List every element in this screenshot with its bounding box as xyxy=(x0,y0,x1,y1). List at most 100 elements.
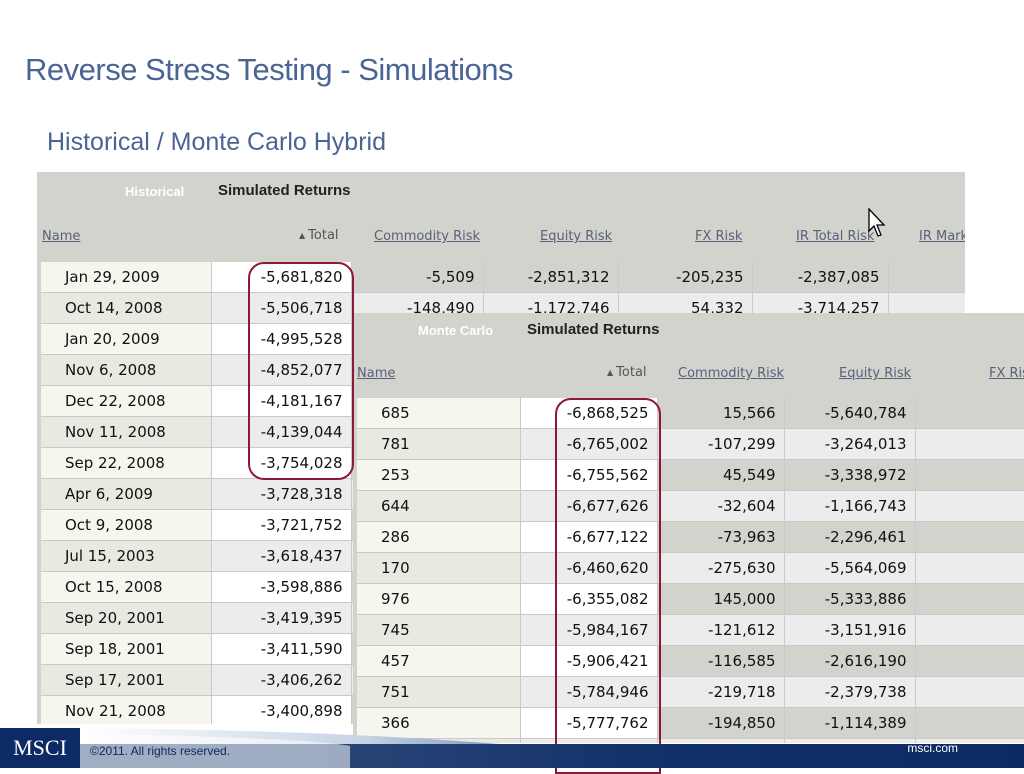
monte-carlo-value-cell: -272,93 xyxy=(915,459,1024,491)
monte-carlo-row[interactable]: 781-6,765,002-107,299-3,264,013-134,10 xyxy=(357,428,1024,460)
historical-total-cell: -3,618,437 xyxy=(211,540,352,572)
monte-carlo-value-cell: -394,39 xyxy=(915,552,1024,584)
historical-name-cell: Jul 15, 2003 xyxy=(41,540,212,572)
mc-col-commodity[interactable]: Commodity Risk xyxy=(678,366,785,381)
monte-carlo-value-cell: -194,850 xyxy=(657,707,785,739)
monte-carlo-value-cell: -121,612 xyxy=(657,614,785,646)
historical-name-cell: Nov 6, 2008 xyxy=(41,354,212,386)
monte-carlo-value-cell: -3,151,916 xyxy=(784,614,916,646)
monte-carlo-table: 685-6,868,52515,566-5,640,784-93,89781-6… xyxy=(357,398,1024,743)
hist-col-total[interactable]: ▲ Total xyxy=(299,228,339,243)
sort-asc-icon: ▲ xyxy=(607,368,614,377)
mouse-pointer-icon xyxy=(868,208,886,237)
site-link[interactable]: msci.com xyxy=(907,741,958,755)
mc-col-equity[interactable]: Equity Risk xyxy=(839,366,912,381)
monte-carlo-row[interactable]: 751-5,784,946-219,718-2,379,738-457,52 xyxy=(357,676,1024,708)
historical-total-cell: -3,728,318 xyxy=(211,478,352,510)
historical-name-cell: Oct 14, 2008 xyxy=(41,292,212,324)
monte-carlo-row[interactable]: 457-5,906,421-116,585-2,616,190-306,07 xyxy=(357,645,1024,677)
monte-carlo-value-cell: -73,963 xyxy=(657,521,785,553)
hist-col-ir-total[interactable]: IR Total Risk xyxy=(796,229,875,244)
monte-carlo-value-cell: -134,10 xyxy=(915,428,1024,460)
historical-name-cell: Oct 9, 2008 xyxy=(41,509,212,541)
historical-total-cell: -3,598,886 xyxy=(211,571,352,603)
monte-carlo-value-cell: -222,02 xyxy=(915,614,1024,646)
monte-carlo-total-cell: -5,777,762 xyxy=(520,707,658,739)
monte-carlo-value-cell: 145,000 xyxy=(657,583,785,615)
sort-asc-icon: ▲ xyxy=(299,231,306,240)
monte-carlo-value-cell: 95,630 xyxy=(657,738,785,743)
monte-carlo-value-cell: 15,566 xyxy=(657,398,785,429)
historical-total-cell: -3,419,395 xyxy=(211,602,352,634)
monte-carlo-name-cell: 366 xyxy=(357,707,521,739)
monte-carlo-value-cell: -5,333,886 xyxy=(784,583,916,615)
monte-carlo-row[interactable]: 286-6,677,122-73,963-2,296,461-250,32 xyxy=(357,521,1024,553)
monte-carlo-total-cell: -5,906,421 xyxy=(520,645,658,677)
slide-title: Reverse Stress Testing - Simulations xyxy=(25,52,513,87)
monte-carlo-total-cell: -6,460,620 xyxy=(520,552,658,584)
monte-carlo-row[interactable]: 366-5,777,762-194,850-1,114,389-269,86 xyxy=(357,707,1024,739)
historical-name-cell: Apr 6, 2009 xyxy=(41,478,212,510)
monte-carlo-total-cell: -6,755,562 xyxy=(520,459,658,491)
historical-name-cell: Sep 17, 2001 xyxy=(41,664,212,696)
historical-total-highlight xyxy=(248,262,354,480)
mc-col-name[interactable]: Name xyxy=(357,366,396,381)
hist-col-equity[interactable]: Equity Risk xyxy=(540,229,613,244)
monte-carlo-value-cell: -1,166,743 xyxy=(784,490,916,522)
monte-carlo-label: Monte Carlo xyxy=(418,323,494,338)
historical-total-cell: -3,400,898 xyxy=(211,695,352,724)
monte-carlo-name-cell: 286 xyxy=(357,521,521,553)
hist-col-ir-mark[interactable]: IR Mark xyxy=(919,229,965,244)
monte-carlo-value-cell: -1,114,389 xyxy=(784,707,916,739)
monte-carlo-name-cell: 170 xyxy=(357,552,521,584)
historical-total-cell: -3,721,752 xyxy=(211,509,352,541)
monte-carlo-value-cell: -275,630 xyxy=(657,552,785,584)
mc-col-total[interactable]: ▲ Total xyxy=(607,365,647,380)
monte-carlo-value-cell: -5,564,069 xyxy=(784,552,916,584)
historical-row[interactable]: Jan 29, 2009 -5,681,820 -5,509 -2,851,312 -2… xyxy=(41,262,965,293)
monte-carlo-name-cell: 457 xyxy=(357,645,521,677)
historical-value-cell: -2,73 xyxy=(888,262,965,293)
monte-carlo-name-cell: 976 xyxy=(357,583,521,615)
historical-total-cell: -4,181,167 xyxy=(211,385,352,417)
monte-carlo-total-cell: -5,614,958 xyxy=(520,738,658,743)
monte-carlo-value-cell: -2,296,461 xyxy=(784,521,916,553)
monte-carlo-row[interactable]: 170-6,460,620-275,630-5,564,069-394,39 xyxy=(357,552,1024,584)
historical-value-cell: -5,509 xyxy=(351,262,484,293)
monte-carlo-row[interactable]: 745-5,984,167-121,612-3,151,916-222,02 xyxy=(357,614,1024,646)
historical-total-cell: -4,852,077 xyxy=(211,354,352,386)
hist-col-commodity[interactable]: Commodity Risk xyxy=(374,229,481,244)
msci-logo: MSCI xyxy=(0,728,80,768)
monte-carlo-value-cell: -306,07 xyxy=(915,645,1024,677)
copyright: ©2011. All rights reserved. xyxy=(90,744,231,758)
monte-carlo-name-cell: 745 xyxy=(357,614,521,646)
monte-carlo-name-cell: 644 xyxy=(357,490,521,522)
slide-subtitle: Historical / Monte Carlo Hybrid xyxy=(47,128,386,156)
historical-total-cell: -3,754,028 xyxy=(211,447,352,479)
monte-carlo-row[interactable]: 644-6,677,626-32,604-1,166,743-503,42 xyxy=(357,490,1024,522)
hist-col-fx[interactable]: FX Risk xyxy=(695,229,743,244)
monte-carlo-value-cell: -116,585 xyxy=(657,645,785,677)
monte-carlo-name-cell: 751 xyxy=(357,676,521,708)
historical-value-cell: -205,235 xyxy=(618,262,753,293)
historical-value-cell: -2,387,085 xyxy=(752,262,889,293)
historical-total-cell: -3,406,262 xyxy=(211,664,352,696)
monte-carlo-total-cell: -6,677,626 xyxy=(520,490,658,522)
mc-col-fx[interactable]: FX Ris xyxy=(989,366,1024,381)
monte-carlo-value-cell: -3,338,972 xyxy=(784,459,916,491)
monte-carlo-value-cell: -2,379,738 xyxy=(784,676,916,708)
historical-total-cell: -5,506,718 xyxy=(211,292,352,324)
historical-name-cell: Nov 11, 2008 xyxy=(41,416,212,448)
monte-carlo-total-cell: -6,868,525 xyxy=(520,398,658,429)
historical-total-cell: -4,139,044 xyxy=(211,416,352,448)
historical-total-cell: -5,681,820 xyxy=(211,262,352,293)
monte-carlo-heading: Simulated Returns xyxy=(527,321,660,338)
monte-carlo-value-cell: -107,299 xyxy=(657,428,785,460)
historical-name-cell: Nov 21, 2008 xyxy=(41,695,212,724)
hist-col-name[interactable]: Name xyxy=(42,229,81,244)
footer-band xyxy=(80,728,1024,768)
historical-name-cell: Dec 22, 2008 xyxy=(41,385,212,417)
